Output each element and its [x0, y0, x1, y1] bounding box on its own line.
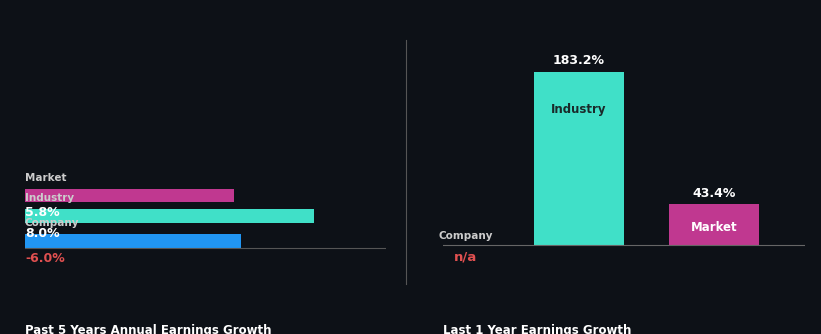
Bar: [669, 204, 759, 245]
Text: 43.4%: 43.4%: [693, 187, 736, 200]
Bar: [25, 209, 314, 223]
Text: Company: Company: [438, 231, 493, 241]
Text: Market: Market: [691, 221, 737, 234]
Text: Company: Company: [25, 218, 80, 228]
Text: Last 1 Year Earnings Growth: Last 1 Year Earnings Growth: [443, 324, 631, 334]
Text: -6.0%: -6.0%: [25, 252, 65, 265]
Bar: [25, 234, 241, 247]
Bar: [534, 72, 624, 245]
Text: 8.0%: 8.0%: [25, 227, 60, 240]
Text: Industry: Industry: [551, 103, 607, 116]
Text: Past 5 Years Annual Earnings Growth: Past 5 Years Annual Earnings Growth: [25, 324, 271, 334]
Text: n/a: n/a: [454, 250, 478, 263]
Text: 5.8%: 5.8%: [25, 206, 60, 219]
Text: Market: Market: [25, 173, 67, 182]
Text: Industry: Industry: [25, 193, 74, 203]
Text: 183.2%: 183.2%: [553, 54, 605, 67]
Bar: [25, 189, 234, 202]
